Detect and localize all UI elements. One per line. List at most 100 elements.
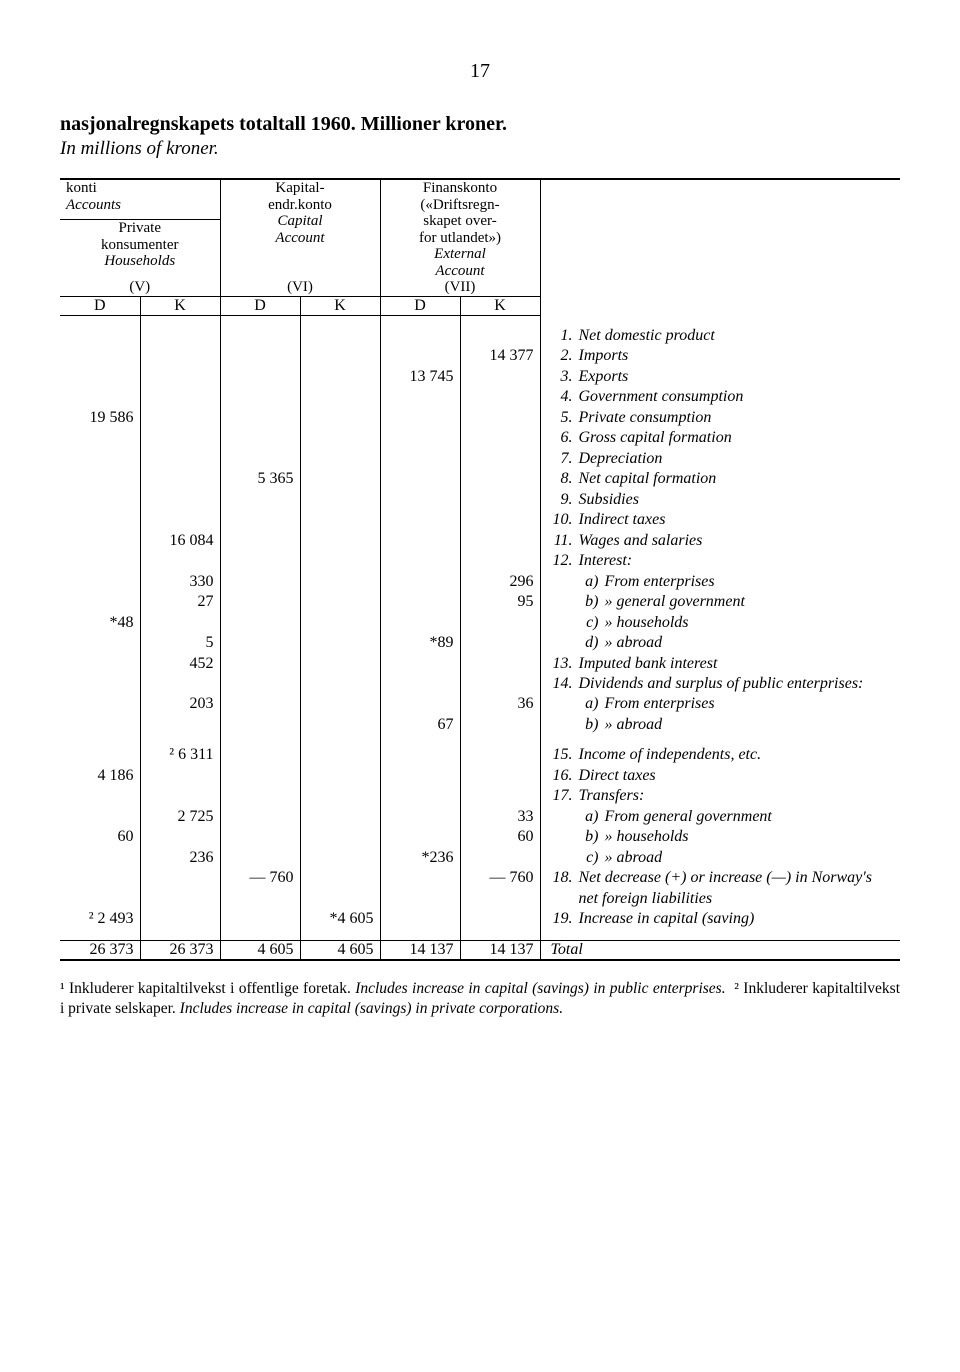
total-vi-k: 4 605 — [300, 940, 380, 960]
desc-19: Increase in capital (saving) — [579, 909, 895, 929]
accounts-table: konti Accounts Kapital- endr.konto Capit… — [60, 178, 900, 961]
table-row: 236 *236 c)» abroad — [60, 848, 900, 868]
hdr-konti-1: konti — [66, 180, 97, 196]
table-row: 19 586 5.Private consumption — [60, 408, 900, 428]
table-row: 5 *89 d)» abroad — [60, 633, 900, 653]
table-row: 1.Net domestic product — [60, 326, 900, 346]
desc-13: Imputed bank interest — [579, 654, 895, 674]
table-row: *48 c)» households — [60, 613, 900, 633]
footnote-1b: Includes increase in capital (savings) i… — [355, 980, 725, 997]
cell-18-vi-d: — 760 — [220, 868, 300, 909]
hdr-K-vi: K — [300, 297, 380, 316]
cell-13-v-k: 452 — [140, 654, 220, 674]
hdr-vii-3: skapet over- — [423, 213, 496, 229]
cell-12d-v-k: 5 — [140, 633, 220, 653]
hdr-roman-vi: (VI) — [220, 279, 380, 297]
hdr-v-1: Private — [119, 220, 162, 236]
desc-7: Depreciation — [579, 449, 895, 469]
cell-12a-vii-k: 296 — [460, 572, 540, 592]
table-row: 67 b)» abroad — [60, 715, 900, 735]
table-row: — 760 — 760 18.Net decrease (+) or incre… — [60, 868, 900, 909]
table-row: 10.Indirect taxes — [60, 510, 900, 530]
page-subtitle: In millions of kroner. — [60, 138, 900, 160]
hdr-vii-2: («Driftsregn- — [420, 197, 499, 213]
cell-17c-v-k: 236 — [140, 848, 220, 868]
cell-19-v-d: ² 2 493 — [60, 909, 140, 929]
cell-17a-v-k: 2 725 — [140, 807, 220, 827]
hdr-vi-1: Kapital- — [275, 180, 324, 196]
total-v-d: 26 373 — [60, 940, 140, 960]
table-row: 4.Government consumption — [60, 387, 900, 407]
hdr-vii-4: for utlandet») — [419, 230, 501, 246]
cell-8-vi-d: 5 365 — [220, 469, 300, 489]
cell-12b-v-k: 27 — [140, 592, 220, 612]
cell-12c-v-d: *48 — [60, 613, 140, 633]
cell-14b-vii-d: 67 — [380, 715, 460, 735]
footnotes: ¹ Inkluderer kapitaltilvekst i offentlig… — [60, 979, 900, 1019]
footnote-1a: ¹ Inkluderer kapitaltilvekst i offentlig… — [60, 980, 351, 997]
table-row: 452 13.Imputed bank interest — [60, 654, 900, 674]
cell-12b-vii-k: 95 — [460, 592, 540, 612]
table-row: 17.Transfers: — [60, 786, 900, 806]
cell-14a-vii-k: 36 — [460, 694, 540, 714]
desc-12: Interest: — [579, 551, 895, 571]
total-label: Total — [540, 940, 900, 960]
desc-8: Net capital formation — [579, 469, 895, 489]
desc-4: Government consumption — [579, 387, 895, 407]
hdr-vii-6: Account — [435, 263, 484, 279]
table-row: 27 95 b)» general government — [60, 592, 900, 612]
totals-row: 26 373 26 373 4 605 4 605 14 137 14 137 … — [60, 940, 900, 960]
hdr-roman-v: (V) — [60, 279, 220, 297]
desc-11: Wages and salaries — [579, 531, 895, 551]
table-row: 12.Interest: — [60, 551, 900, 571]
table-row: 2 725 33 a)From general government — [60, 807, 900, 827]
cell-17b-v-d: 60 — [60, 827, 140, 847]
hdr-konti-2: Accounts — [66, 197, 121, 213]
desc-10: Indirect taxes — [579, 510, 895, 530]
desc-16: Direct taxes — [579, 766, 895, 786]
cell-12d-vii-d: *89 — [380, 633, 460, 653]
desc-12c: » households — [605, 613, 895, 633]
table-row: 14.Dividends and surplus of public enter… — [60, 674, 900, 694]
table-row: ² 6 311 15.Income of independents, etc. — [60, 745, 900, 765]
hdr-v-2: konsumenter — [101, 237, 178, 253]
total-v-k: 26 373 — [140, 940, 220, 960]
desc-17: Transfers: — [579, 786, 895, 806]
table-row: 13 745 3.Exports — [60, 367, 900, 387]
hdr-D-vi: D — [220, 297, 300, 316]
desc-9: Subsidies — [579, 490, 895, 510]
table-row: 203 36 a)From enterprises — [60, 694, 900, 714]
desc-1: Net domestic product — [579, 326, 895, 346]
desc-18: Net decrease (+) or increase (—) in Norw… — [579, 868, 895, 909]
desc-14: Dividends and surplus of public enterpri… — [579, 674, 895, 694]
hdr-D-v: D — [60, 297, 140, 316]
table-row: 60 60 b)» households — [60, 827, 900, 847]
hdr-vii-1: Finanskonto — [423, 180, 497, 196]
hdr-vi-4: Account — [275, 230, 324, 246]
page-title: nasjonalregnskapets totaltall 1960. Mill… — [60, 113, 900, 136]
page-number: 17 — [60, 60, 900, 83]
table-row: 16 084 11.Wages and salaries — [60, 531, 900, 551]
table-row: 9.Subsidies — [60, 490, 900, 510]
total-vi-d: 4 605 — [220, 940, 300, 960]
cell-17c-vii-d: *236 — [380, 848, 460, 868]
table-row: ² 2 493 *4 605 19.Increase in capital (s… — [60, 909, 900, 929]
desc-12d: » abroad — [605, 633, 895, 653]
cell-16-v-d: 4 186 — [60, 766, 140, 786]
hdr-roman-vii: (VII) — [380, 279, 540, 297]
table-row: 5 365 8.Net capital formation — [60, 469, 900, 489]
total-vii-k: 14 137 — [460, 940, 540, 960]
hdr-K-vii: K — [460, 297, 540, 316]
hdr-v-3: Households — [104, 253, 175, 269]
table-row: 330 296 a)From enterprises — [60, 572, 900, 592]
cell-2-vii-k: 14 377 — [460, 346, 540, 366]
hdr-K-v: K — [140, 297, 220, 316]
footnote-2b: Includes increase in capital (savings) i… — [180, 1000, 563, 1017]
desc-2: Imports — [579, 346, 895, 366]
hdr-vi-2: endr.konto — [268, 197, 332, 213]
desc-17a: From general government — [605, 807, 895, 827]
desc-6: Gross capital formation — [579, 428, 895, 448]
table-row: 4 186 16.Direct taxes — [60, 766, 900, 786]
table-row: 7.Depreciation — [60, 449, 900, 469]
page-container: 17 nasjonalregnskapets totaltall 1960. M… — [0, 0, 960, 1079]
